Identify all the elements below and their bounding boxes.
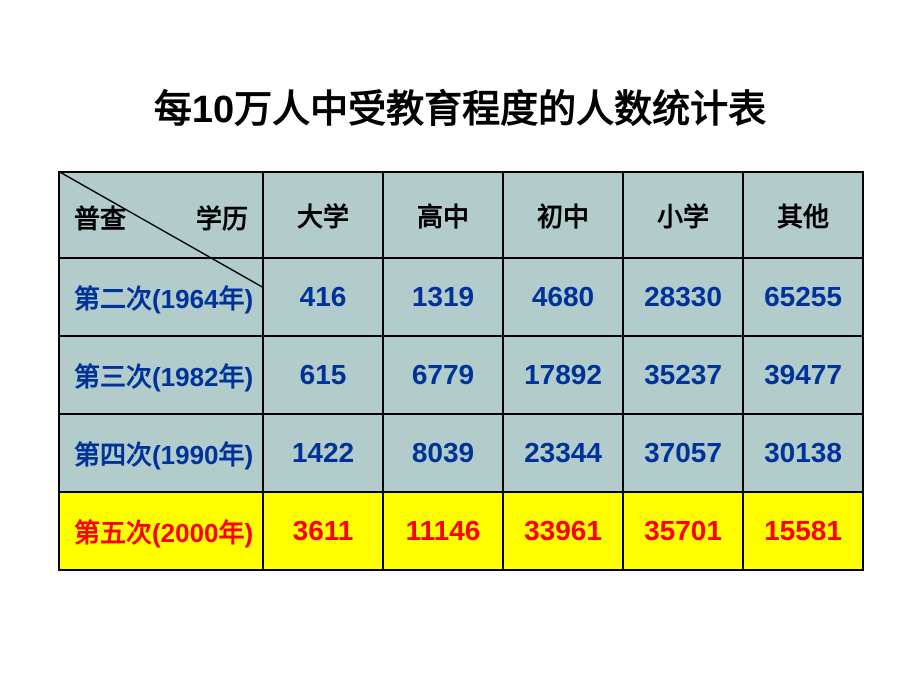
cell-value: 416 bbox=[263, 258, 383, 336]
cell-value: 1422 bbox=[263, 414, 383, 492]
col-header: 初中 bbox=[503, 172, 623, 258]
corner-right-label: 学历 bbox=[196, 199, 248, 236]
cell-value: 3611 bbox=[263, 492, 383, 570]
row-label: 第三次(1982年) bbox=[59, 336, 263, 414]
cell-value: 30138 bbox=[743, 414, 863, 492]
cell-value: 11146 bbox=[383, 492, 503, 570]
cell-value: 35237 bbox=[623, 336, 743, 414]
col-header: 其他 bbox=[743, 172, 863, 258]
cell-value: 39477 bbox=[743, 336, 863, 414]
page-title: 每10万人中受教育程度的人数统计表 bbox=[0, 78, 920, 133]
cell-value: 65255 bbox=[743, 258, 863, 336]
cell-value: 33961 bbox=[503, 492, 623, 570]
col-header: 小学 bbox=[623, 172, 743, 258]
row-label: 第五次(2000年) bbox=[59, 492, 263, 570]
table-row-highlight: 第五次(2000年) 3611 11146 33961 35701 15581 bbox=[59, 492, 863, 570]
cell-value: 23344 bbox=[503, 414, 623, 492]
cell-value: 8039 bbox=[383, 414, 503, 492]
corner-left-label: 普查 bbox=[74, 199, 126, 236]
cell-value: 37057 bbox=[623, 414, 743, 492]
cell-value: 4680 bbox=[503, 258, 623, 336]
cell-value: 6779 bbox=[383, 336, 503, 414]
education-table: 普查 学历 大学 高中 初中 小学 其他 第二次(1964年) 416 1319… bbox=[58, 171, 862, 571]
row-label: 第二次(1964年) bbox=[59, 258, 263, 336]
col-header: 高中 bbox=[383, 172, 503, 258]
cell-value: 615 bbox=[263, 336, 383, 414]
cell-value: 35701 bbox=[623, 492, 743, 570]
cell-value: 15581 bbox=[743, 492, 863, 570]
table-row: 第四次(1990年) 1422 8039 23344 37057 30138 bbox=[59, 414, 863, 492]
table-header-row: 普查 学历 大学 高中 初中 小学 其他 bbox=[59, 172, 863, 258]
cell-value: 1319 bbox=[383, 258, 503, 336]
cell-value: 28330 bbox=[623, 258, 743, 336]
cell-value: 17892 bbox=[503, 336, 623, 414]
row-label: 第四次(1990年) bbox=[59, 414, 263, 492]
corner-cell: 普查 学历 bbox=[59, 172, 263, 258]
table-row: 第三次(1982年) 615 6779 17892 35237 39477 bbox=[59, 336, 863, 414]
col-header: 大学 bbox=[263, 172, 383, 258]
table-row: 第二次(1964年) 416 1319 4680 28330 65255 bbox=[59, 258, 863, 336]
